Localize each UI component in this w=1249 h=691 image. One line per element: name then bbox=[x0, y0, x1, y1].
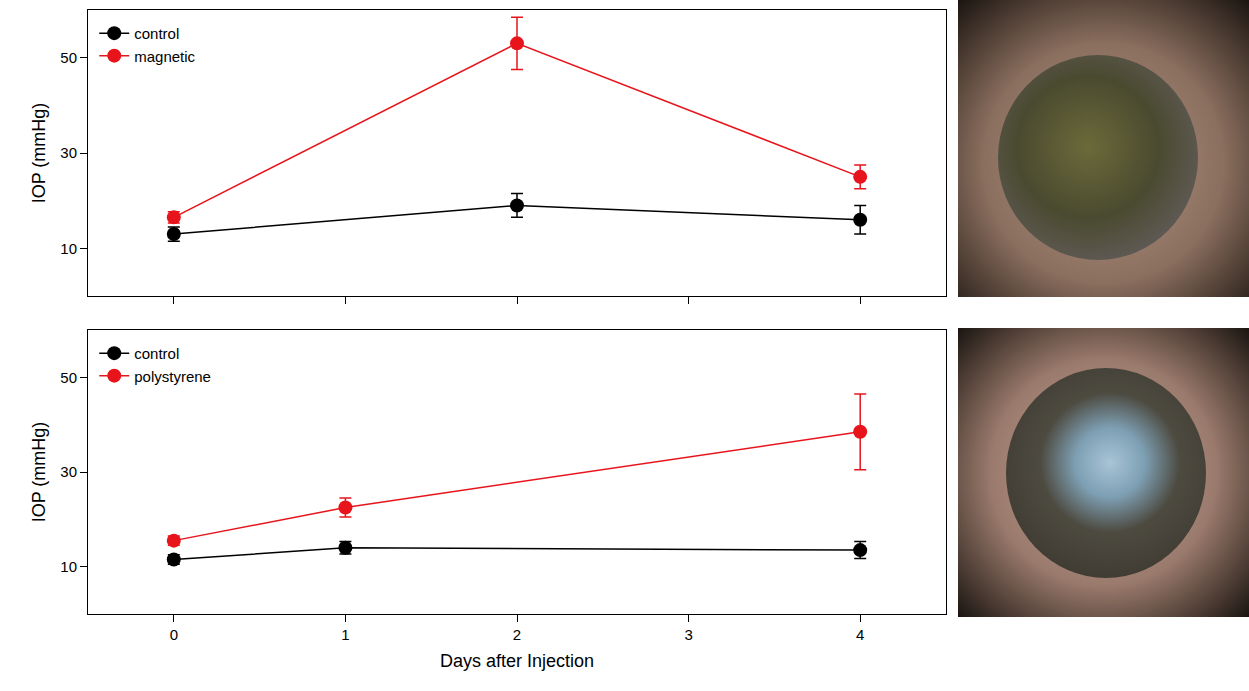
svg-text:3: 3 bbox=[684, 626, 692, 643]
svg-text:control: control bbox=[134, 25, 179, 42]
svg-text:Days after Injection: Days after Injection bbox=[440, 651, 594, 671]
svg-text:50: 50 bbox=[60, 49, 77, 66]
svg-text:4: 4 bbox=[856, 626, 864, 643]
svg-text:0: 0 bbox=[170, 626, 178, 643]
svg-text:30: 30 bbox=[60, 463, 77, 480]
svg-text:1: 1 bbox=[341, 626, 349, 643]
svg-text:polystyrene: polystyrene bbox=[134, 368, 211, 385]
svg-text:50: 50 bbox=[60, 369, 77, 386]
svg-text:30: 30 bbox=[60, 144, 77, 161]
svg-text:magnetic: magnetic bbox=[134, 48, 195, 65]
svg-text:IOP (mmHg): IOP (mmHg) bbox=[29, 422, 49, 523]
svg-text:2: 2 bbox=[513, 626, 521, 643]
svg-text:control: control bbox=[134, 345, 179, 362]
svg-text:IOP (mmHg): IOP (mmHg) bbox=[29, 103, 49, 204]
svg-text:10: 10 bbox=[60, 240, 77, 257]
svg-text:10: 10 bbox=[60, 558, 77, 575]
